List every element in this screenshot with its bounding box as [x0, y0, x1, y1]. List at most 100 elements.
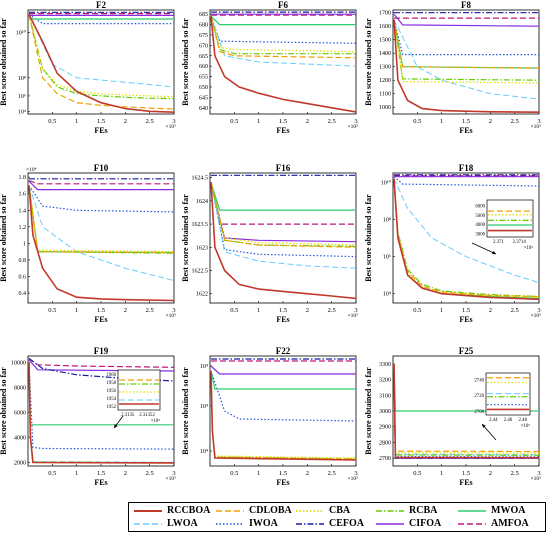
- inset-x-exponent-label: ×10⁵: [521, 423, 531, 429]
- x-tick-label: 0.5: [48, 307, 56, 314]
- x-tick-label: 1.5: [462, 118, 470, 125]
- series-line-lwoa: [393, 178, 539, 284]
- y-tick-label: 1100: [379, 92, 391, 98]
- chart-title: F2: [96, 0, 106, 10]
- y-tick-label: 2700: [379, 456, 391, 462]
- inset-arrow-head: [482, 424, 486, 428]
- inset-zoom: 3000 4000 5000 6000 2.371 2.3714×10⁵: [471, 199, 534, 255]
- legend-swatch: [458, 523, 486, 525]
- series-line-rccboa: [210, 370, 356, 461]
- inset-x-tick-label: 2.3714: [513, 240, 527, 245]
- legend-swatch: [376, 510, 404, 512]
- inset-x-tick-label: 2.44: [489, 418, 498, 423]
- y-tick-label: 665: [199, 54, 208, 60]
- inset-x-tick-label: 2.46: [504, 418, 513, 423]
- inset-arrow-head: [114, 424, 118, 428]
- series-line-iwoa: [393, 19, 539, 56]
- inset-arrow: [471, 242, 497, 255]
- chart-panel-f16: F16 Best score obtained so far FEs 0.5 1 1.5 2…: [181, 163, 358, 324]
- y-tick-label: 1.6: [19, 192, 27, 198]
- x-exponent-label: ×10⁵: [530, 313, 541, 319]
- x-tick-label: 2: [124, 470, 127, 477]
- y-tick-label: 1000: [379, 105, 391, 111]
- x-tick-label: 2.5: [328, 118, 336, 125]
- series-group: [210, 358, 356, 461]
- y-tick-label: 10¹⁰: [16, 30, 27, 37]
- y-tick-label: 660: [199, 64, 208, 70]
- x-tick-label: 2.5: [511, 470, 519, 477]
- series-line-cba: [210, 16, 356, 53]
- series-line-rccboa: [28, 185, 174, 302]
- x-exponent-label: ×10⁵: [165, 476, 176, 482]
- legend-label: CDLOBA: [249, 505, 292, 516]
- series-line-rccboa: [28, 362, 174, 464]
- y-axis-label: Best score obtained so far: [364, 367, 373, 455]
- series-line-rccboa: [28, 14, 174, 113]
- legend-swatch: [134, 523, 162, 525]
- x-exponent-label: ×10⁵: [347, 313, 358, 319]
- x-tick-label: 2: [124, 118, 127, 125]
- chart-panel-f19: F19 Best score obtained so far FEs 0.5 1 1.5 2…: [0, 346, 176, 487]
- inset-y-tick-label: 3000: [475, 232, 485, 237]
- y-axis-label: Best score obtained so far: [181, 194, 190, 282]
- chart-title: F18: [459, 163, 474, 173]
- legend-label: IWOA: [249, 518, 278, 529]
- inset-box: [486, 199, 534, 238]
- series-group: [393, 12, 539, 113]
- legend-label: MWOA: [491, 505, 526, 516]
- chart-panel-f2: F2 Best score obtained so far FEs 0.5 1 1.5 2 2…: [0, 0, 176, 135]
- chart-title: F6: [278, 0, 288, 10]
- series-line-cifoa: [393, 13, 539, 27]
- y-tick-label: 2800: [379, 440, 391, 446]
- x-tick-label: 2: [124, 307, 127, 314]
- legend-swatch: [458, 510, 486, 512]
- x-tick-label: 3: [354, 118, 357, 125]
- y-tick-label: 1624.5: [192, 176, 209, 182]
- y-tick-label: 680: [199, 23, 208, 29]
- y-axis-label: Best score obtained so far: [181, 367, 190, 455]
- inset-y-tick-label: 2700: [474, 410, 484, 415]
- legend-swatch: [376, 523, 404, 525]
- x-tick-label: 2: [306, 470, 309, 477]
- y-tick-label: 1624: [196, 199, 208, 205]
- y-tick-label: 10⁴: [18, 110, 26, 116]
- chart-title: F19: [94, 346, 109, 356]
- x-tick-label: 1: [257, 307, 260, 314]
- series-line-cifoa: [210, 365, 356, 375]
- series-line-iwoa: [393, 176, 539, 187]
- legend-label: CBA: [329, 505, 351, 516]
- x-tick-label: 2.5: [328, 470, 336, 477]
- x-tick-label: 1: [440, 307, 443, 314]
- y-tick-label: 1: [23, 241, 26, 247]
- x-tick-label: 2.5: [146, 118, 154, 125]
- y-axis-label: Best score obtained so far: [0, 367, 8, 455]
- x-tick-label: 2: [306, 307, 309, 314]
- y-tick-label: 650: [199, 85, 208, 91]
- inset-arrow-head: [492, 250, 496, 255]
- series-line-mwoa: [210, 370, 356, 390]
- plot-area: [392, 172, 540, 304]
- series-line-iwoa: [210, 182, 356, 258]
- y-tick-label: 1622: [196, 292, 208, 298]
- y-tick-label: 10¹⁰: [381, 179, 392, 186]
- series-line-rccboa: [210, 16, 356, 113]
- x-tick-label: 3: [537, 307, 540, 314]
- x-tick-label: 1.5: [462, 307, 470, 314]
- x-tick-label: 3: [354, 307, 357, 314]
- y-tick-label: 1700: [379, 11, 391, 17]
- series-line-rccboa: [393, 19, 539, 113]
- x-tick-label: 1: [257, 470, 260, 477]
- series-group: [210, 11, 356, 113]
- y-tick-label: 10⁴: [200, 404, 208, 410]
- y-axis-label: Best score obtained so far: [364, 194, 373, 282]
- y-tick-label: 2000: [14, 460, 26, 466]
- x-tick-label: 3: [537, 470, 540, 477]
- y-tick-label: 3000: [379, 409, 391, 415]
- x-tick-label: 2.5: [511, 118, 519, 125]
- x-tick-label: 2: [306, 118, 309, 125]
- series-line-cdloba: [210, 16, 356, 59]
- y-tick-label: 6000: [14, 410, 26, 416]
- inset-zoom: 2700 2720 2740 2.44 2.46 2.48×10⁵: [474, 372, 531, 441]
- y-tick-label: 1623.5: [192, 222, 209, 228]
